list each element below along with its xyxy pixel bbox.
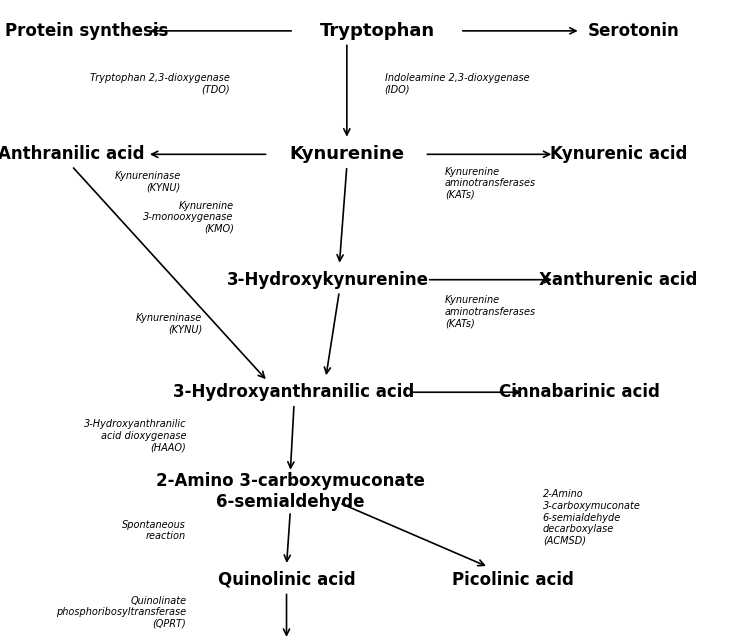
Text: Protein synthesis: Protein synthesis [5,22,168,40]
Text: Anthranilic acid: Anthranilic acid [0,145,145,163]
Text: Quinolinate
phosphoribosyltransferase
(QPRT): Quinolinate phosphoribosyltransferase (Q… [56,595,186,629]
Text: 2-Amino
3-carboxymuconate
6-semialdehyde
decarboxylase
(ACMSD): 2-Amino 3-carboxymuconate 6-semialdehyde… [543,489,641,546]
Text: Spontaneous
reaction: Spontaneous reaction [122,520,186,541]
Text: 3-Hydroxyanthranilic acid: 3-Hydroxyanthranilic acid [173,383,415,401]
Text: Quinolinic acid: Quinolinic acid [218,571,355,589]
Text: Tryptophan: Tryptophan [320,22,434,40]
Text: Tryptophan 2,3-dioxygenase
(TDO): Tryptophan 2,3-dioxygenase (TDO) [90,73,230,95]
Text: 3-Hydroxyanthranilic
acid dioxygenase
(HAAO): 3-Hydroxyanthranilic acid dioxygenase (H… [84,419,186,453]
Text: Kynureninase
(KYNU): Kynureninase (KYNU) [115,170,181,192]
Text: 2-Amino 3-carboxymuconate
6-semialdehyde: 2-Amino 3-carboxymuconate 6-semialdehyde [156,473,425,511]
Text: Kynurenic acid: Kynurenic acid [550,145,687,163]
Text: Cinnabarinic acid: Cinnabarinic acid [498,383,660,401]
Text: Picolinic acid: Picolinic acid [452,571,574,589]
Text: 3-Hydroxykynurenine: 3-Hydroxykynurenine [227,271,429,289]
Text: Kynurenine
3-monooxygenase
(KMO): Kynurenine 3-monooxygenase (KMO) [143,201,234,234]
Text: Serotonin: Serotonin [587,22,679,40]
Text: Kynurenine
aminotransferases
(KATs): Kynurenine aminotransferases (KATs) [445,167,536,200]
Text: Kynureninase
(KYNU): Kynureninase (KYNU) [136,312,202,334]
Text: Indoleamine 2,3-dioxygenase
(IDO): Indoleamine 2,3-dioxygenase (IDO) [385,73,529,95]
Text: Xanthurenic acid: Xanthurenic acid [539,271,697,289]
Text: Kynurenine
aminotransferases
(KATs): Kynurenine aminotransferases (KATs) [445,295,536,329]
Text: Kynurenine: Kynurenine [290,145,404,163]
